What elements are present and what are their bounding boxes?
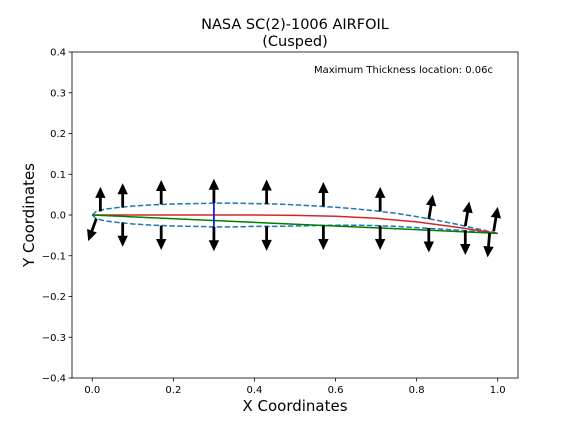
normal-arrow-lower [261, 226, 272, 251]
normal-arrow-upper [117, 183, 128, 208]
normal-arrow-lower [460, 230, 471, 255]
normal-arrow-upper [462, 201, 473, 227]
normal-arrow-lower [208, 226, 220, 252]
y-tick-label: 0.4 [50, 48, 66, 59]
chart-marks [87, 178, 502, 258]
y-axis-label: Y Coordinates [20, 163, 38, 268]
x-tick-label: 0.8 [409, 385, 425, 396]
normal-arrow-upper [261, 179, 272, 204]
normal-arrow-lower [483, 232, 494, 258]
y-tick-label: −0.4 [42, 374, 66, 385]
normal-arrow-lower [318, 225, 329, 251]
thickness-annotation: Maximum Thickness location: 0.06c [314, 65, 493, 76]
x-tick-label: 0.4 [247, 385, 263, 396]
x-tick-label: 1.0 [490, 385, 506, 396]
normal-arrow-lower [423, 228, 434, 253]
x-tick-label: 0.0 [84, 385, 100, 396]
y-tick-label: −0.2 [42, 292, 66, 303]
y-tick-label: 0.0 [50, 211, 66, 222]
normal-arrow-lower [117, 222, 128, 247]
normal-arrow-lower [156, 225, 167, 251]
x-axis-label: X Coordinates [242, 397, 347, 415]
normal-arrow-upper [425, 194, 437, 220]
normal-arrow-upper [208, 178, 220, 204]
x-tick-label: 0.2 [165, 385, 181, 396]
y-tick-label: −0.3 [42, 333, 66, 344]
x-tick-label: 0.6 [328, 385, 344, 396]
normal-arrow-lower [374, 225, 386, 251]
normal-arrow-upper [156, 179, 167, 205]
y-tick-label: 0.3 [50, 88, 66, 99]
normal-arrow-upper [318, 181, 329, 207]
series-line-camber-line [92, 214, 498, 235]
axis-ticks: 0.0 0.2 0.4 0.6 0.8 1.0 −0.4 −0.3 −0.2 −0.1 0.0 0.1… [42, 48, 506, 397]
series-line-lower-surface [91, 214, 498, 235]
chart-subtitle: (Cusped) [262, 34, 328, 50]
normal-arrow-upper [95, 186, 106, 212]
normal-arrow-upper [374, 186, 386, 212]
normal-arrow-lower [87, 218, 98, 242]
chart-title: NASA SC(2)-1006 AIRFOIL [201, 17, 389, 33]
y-tick-label: 0.2 [50, 129, 66, 140]
y-tick-label: 0.1 [50, 170, 66, 181]
normal-arrow-upper [490, 206, 502, 232]
series-line-upper-surface [91, 202, 498, 235]
y-tick-label: −0.1 [42, 251, 66, 262]
